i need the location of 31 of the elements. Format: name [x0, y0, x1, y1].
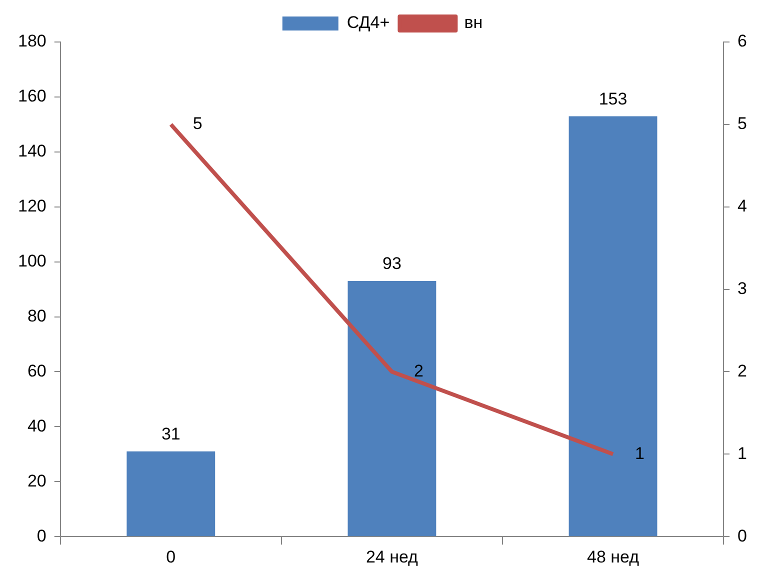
y2-tick-label: 1: [738, 444, 748, 463]
y-tick-label: 180: [18, 32, 46, 51]
data-label: 31: [161, 424, 180, 444]
data-label: 1: [635, 444, 644, 463]
x-tick-label: 0: [166, 547, 176, 566]
legend-label: СД4+: [346, 13, 390, 32]
data-label: 93: [382, 254, 402, 274]
y-tick-label: 40: [27, 416, 46, 436]
y-tick-label: 80: [27, 306, 46, 326]
y-tick-label: 140: [18, 142, 46, 161]
data-label: 5: [192, 114, 202, 134]
y-tick-label: 160: [18, 86, 46, 106]
y2-tick-label: 4: [738, 196, 748, 216]
y2-tick-label: 3: [738, 278, 748, 298]
data-label: 2: [414, 361, 424, 380]
data-label: 153: [598, 89, 628, 108]
y2-tick-label: 6: [738, 32, 748, 51]
bar: [568, 116, 658, 536]
y2-tick-label: 2: [738, 361, 748, 380]
x-tick-label: 24 нед: [366, 547, 418, 566]
y-tick-label: 0: [36, 526, 46, 546]
y-tick-label: 100: [18, 252, 46, 271]
y-tick-label: 60: [27, 361, 46, 380]
y2-tick-label: 0: [738, 526, 748, 546]
legend-label: вн: [464, 13, 483, 32]
y-tick-label: 120: [18, 196, 46, 216]
y2-tick-label: 5: [738, 114, 748, 134]
x-tick-label: 48 нед: [587, 547, 640, 566]
y-tick-label: 20: [27, 471, 46, 490]
bar: [126, 451, 216, 536]
bar: [348, 281, 436, 536]
